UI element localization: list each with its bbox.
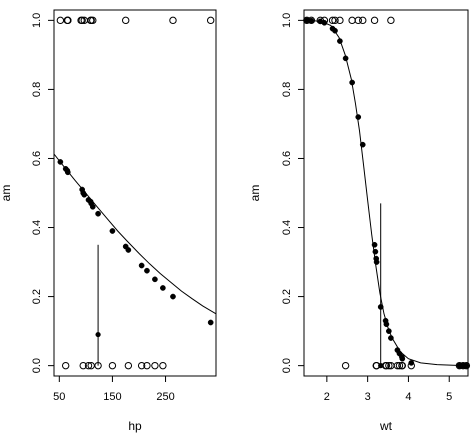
panel-2-observed-point-20	[395, 361, 404, 370]
panel-2-xtick-label-2: 4	[405, 391, 411, 403]
panel-1-observed-point-9	[169, 16, 177, 25]
panel-2-ytick-label-4: 0.8	[281, 82, 293, 97]
panel-2-marker-point	[378, 363, 384, 369]
panel-2-fitted-point-6	[337, 38, 343, 44]
panel-2-observed-point-4	[328, 16, 337, 25]
panel-1-fitted-point-20	[207, 319, 214, 326]
panel-1-observed-point-23	[87, 361, 95, 370]
panel-1-xtick-label-0: 50	[53, 391, 65, 403]
panel-2-ytick-label-5: 1.0	[281, 13, 293, 28]
panel-2-observed-point-12	[341, 361, 350, 370]
panel-2-fitted-point-1	[308, 17, 315, 24]
panel-1: 0.0 0.2 0.4 0.6 0.8 1.0 50 150 250 hp am	[0, 9, 217, 433]
panel-2-observed-point-5	[331, 16, 339, 25]
panel-2-xtick-label-3: 5	[446, 391, 452, 403]
panel-2-observed-point-8	[354, 16, 362, 25]
panel-2-ytick-label-1: 0.2	[281, 289, 293, 304]
panel-1-xtick-label-2: 250	[156, 391, 174, 403]
panel-2-observed-point-6	[336, 16, 344, 25]
panel-1-observed-point-13	[79, 361, 87, 370]
panel-1-ytick-label-2: 0.4	[31, 220, 43, 235]
panel-1-observed-point-12	[80, 16, 88, 25]
panel-1-plot-frame	[53, 9, 217, 377]
panel-2-fitted-point-5	[332, 27, 338, 34]
panel-1-marker-point	[95, 331, 101, 338]
panel-2-observed-point-17	[385, 361, 393, 370]
panel-2-xtick-label-0: 2	[324, 391, 330, 403]
panel-2-fitted-curve	[304, 19, 468, 367]
panel-2-fitted-point-12	[372, 248, 379, 255]
panel-2-observed-point-10	[370, 16, 379, 25]
panel-1-xaxis-label: hp	[128, 419, 142, 433]
panel-2: 0.0 0.2 0.4 0.6 0.8 1.0 2 3 4 5 wt am	[248, 9, 471, 433]
panel-1-observed-point-7	[77, 16, 85, 25]
panel-1-observed-point-19	[137, 361, 146, 370]
panel-1-ytick-label-3: 0.6	[31, 151, 43, 166]
panel-2-observed-point-19	[393, 361, 402, 370]
panel-1-observed-point-20	[143, 361, 151, 370]
panel-2-fitted-point-23	[399, 355, 406, 362]
panel-2-observed-point-9	[359, 16, 367, 25]
panel-2-fitted-point-14	[373, 259, 380, 265]
panel-1-fitted-point-14	[125, 247, 132, 253]
panel-1-ytick-label-4: 0.8	[31, 82, 43, 97]
panel-1-fitted-point-3	[64, 169, 71, 176]
panel-2-fitted-point-19	[388, 335, 394, 341]
panel-2-fitted-point-18	[386, 328, 392, 334]
panel-1-ytick-label-0: 0.0	[31, 358, 43, 373]
panel-1-observed-point-21	[151, 361, 159, 370]
panel-2-fitted-point-8	[349, 79, 355, 86]
panel-2-fitted-point-10	[359, 141, 366, 148]
panel-2-observed-point-7	[348, 16, 356, 25]
panel-1-ytick-label-1: 0.2	[31, 289, 43, 304]
panel-1-observed-point-8	[122, 16, 130, 25]
panel-2-ytick-label-0: 0.0	[281, 358, 293, 373]
panel-1-observed-point-17	[108, 361, 117, 370]
panel-1-observed-point-18	[124, 361, 133, 370]
panel-1-fitted-point-10	[89, 203, 96, 210]
panel-1-observed-point-4	[56, 16, 65, 25]
panel-2-ytick-label-2: 0.4	[281, 220, 293, 235]
panel-2-fitted-point-3	[321, 19, 328, 26]
panel-1-observed-point-2	[89, 16, 97, 25]
panel-2-xtick-label-1: 3	[365, 391, 371, 403]
panel-2-plot-frame	[303, 9, 469, 377]
panel-2-fitted-point-17	[383, 321, 390, 328]
panel-2-xaxis-label: wt	[379, 419, 393, 433]
panel-1-fitted-curve	[54, 153, 216, 315]
panel-1-observed-point-6	[64, 16, 72, 25]
panel-1-observed-point-22	[159, 361, 167, 370]
panel-2-fitted-point-27	[463, 362, 470, 369]
panel-2-observed-point-22	[398, 361, 407, 370]
panel-2-fitted-point-9	[355, 114, 362, 120]
panel-1-fitted-point-6	[81, 191, 88, 198]
panel-1-xtick-label-1: 150	[103, 391, 121, 403]
panel-1-observed-point-14	[61, 361, 70, 370]
panel-1-fitted-point-12	[109, 228, 116, 234]
panel-1-observed-point-16	[94, 361, 102, 370]
panel-1-fitted-point-17	[152, 276, 158, 283]
panel-2-fitted-point-15	[377, 304, 384, 310]
panel-1-observed-point-15	[84, 361, 93, 370]
panel-1-yaxis-label: am	[0, 185, 13, 202]
panel-1-fitted-point-11	[95, 210, 101, 217]
panel-1-observed-point-10	[206, 16, 215, 25]
panel-2-fitted-point-11	[371, 241, 378, 248]
panel-2-observed-point-11	[387, 16, 395, 25]
panel-1-fitted-point-0	[57, 159, 64, 165]
panel-1-fitted-point-19	[170, 293, 176, 300]
panel-2-ytick-label-3: 0.6	[281, 151, 293, 166]
panel-2-fitted-point-7	[342, 55, 349, 62]
panel-2-yaxis-label: am	[248, 185, 262, 202]
panel-2-fitted-point-24	[408, 360, 415, 366]
panel-1-fitted-point-15	[138, 262, 145, 269]
panel-1-fitted-point-16	[144, 267, 150, 274]
panel-1-fitted-point-18	[160, 285, 166, 291]
panel-1-ytick-label-5: 1.0	[31, 13, 43, 28]
